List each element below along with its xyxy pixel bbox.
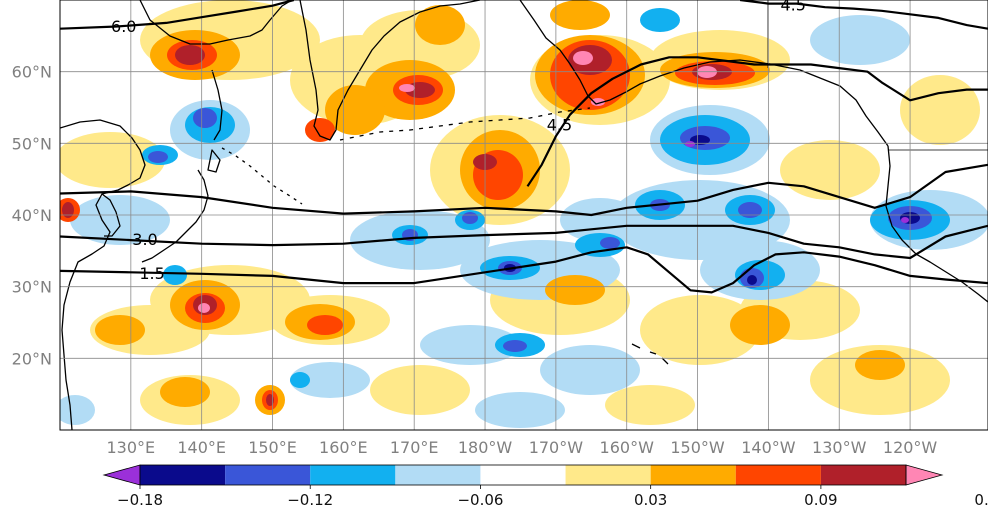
colorbar: −0.18 −0.12 −0.06 0.03 0.09 0.15 bbox=[102, 464, 988, 509]
colorbar-tick-label: 0.03 bbox=[634, 491, 667, 509]
colorbar-segment bbox=[565, 465, 651, 485]
coastline-sakhalin bbox=[211, 69, 223, 141]
coastline-east-asia bbox=[60, 119, 146, 430]
coastlines bbox=[60, 0, 988, 430]
lon-tick-label: 150°W bbox=[670, 438, 725, 457]
colorbar-frame bbox=[139, 464, 907, 486]
colorbar-segment bbox=[650, 465, 736, 485]
lon-tick-label: 140°E bbox=[177, 438, 226, 457]
contour-label: 4.5 bbox=[547, 115, 572, 134]
lon-tick-label: 130°E bbox=[107, 438, 156, 457]
colorbar-segment bbox=[735, 465, 821, 485]
latitude-axis: 20°N 30°N 40°N 50°N 60°N bbox=[12, 63, 52, 369]
lon-tick-label: 130°W bbox=[812, 438, 867, 457]
contour-layer: 6.0 4.5 4.5 3.0 1.5 bbox=[60, 0, 988, 294]
coastline-hawaii bbox=[631, 343, 669, 365]
contour-line bbox=[60, 246, 988, 294]
colorbar-extend-low bbox=[102, 464, 141, 486]
contour-line bbox=[60, 224, 988, 260]
contour-line bbox=[60, 0, 295, 30]
colorbar-tick-label: −0.12 bbox=[287, 491, 333, 509]
coastline-alaska bbox=[519, 0, 889, 147]
lon-tick-label: 170°W bbox=[529, 438, 584, 457]
coastline-korea bbox=[101, 193, 121, 237]
contour-line bbox=[60, 163, 988, 217]
lon-tick-label: 120°W bbox=[883, 438, 938, 457]
lon-tick-label: 160°W bbox=[600, 438, 655, 457]
coastline-aleutian bbox=[339, 107, 591, 141]
contour-label: 6.0 bbox=[111, 17, 136, 36]
lat-tick-label: 50°N bbox=[12, 134, 52, 153]
colorbar-segment bbox=[310, 465, 396, 485]
lon-tick-label: 140°W bbox=[741, 438, 796, 457]
longitude-axis: 130°E 140°E 150°E 160°E 170°E 180°W 170°W 160°W… bbox=[107, 438, 938, 457]
colorbar-segment bbox=[480, 465, 566, 485]
lon-tick-label: 150°E bbox=[248, 438, 297, 457]
contour-line bbox=[739, 0, 988, 30]
lat-tick-label: 20°N bbox=[12, 349, 52, 368]
lon-tick-label: 160°E bbox=[319, 438, 368, 457]
colorbar-tick-label: −0.18 bbox=[117, 491, 163, 509]
lon-tick-label: 180°W bbox=[458, 438, 513, 457]
colorbar-segment bbox=[820, 465, 906, 485]
contour-label: 3.0 bbox=[132, 230, 157, 249]
gridlines bbox=[60, 0, 988, 430]
coastline-kuril bbox=[221, 147, 303, 205]
coastline-kamchatka bbox=[299, 0, 481, 141]
map-panel: 6.0 4.5 4.5 3.0 1.5 bbox=[59, 0, 988, 431]
coastline-japan bbox=[141, 149, 221, 263]
lat-tick-label: 40°N bbox=[12, 206, 52, 225]
contour-line bbox=[526, 56, 988, 187]
anomaly-extreme-negative bbox=[685, 141, 909, 223]
contour-label: 1.5 bbox=[139, 264, 164, 283]
lat-tick-label: 30°N bbox=[12, 278, 52, 297]
lat-tick-label: 60°N bbox=[12, 63, 52, 82]
coastline-north-america bbox=[885, 145, 988, 303]
colorbar-tick-label: 0.09 bbox=[804, 491, 837, 509]
map-frame bbox=[59, 0, 988, 431]
colorbar-tick-label: 0.15 bbox=[974, 491, 988, 509]
colorbar-tick-label: −0.06 bbox=[457, 491, 503, 509]
colorbar-extend-high bbox=[905, 464, 944, 486]
colorbar-segment bbox=[140, 465, 226, 485]
colorbar-segment bbox=[225, 465, 311, 485]
coastline-okhotsk bbox=[139, 0, 293, 45]
lon-tick-label: 170°E bbox=[390, 438, 439, 457]
contour-label: 4.5 bbox=[780, 0, 805, 15]
colorbar-segment bbox=[395, 465, 481, 485]
